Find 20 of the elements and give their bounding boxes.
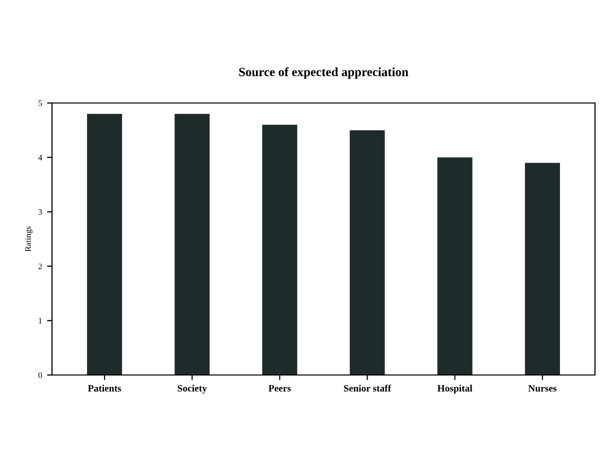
x-tick-label: Nurses — [528, 385, 557, 392]
chart-title: Source of expected appreciation — [239, 67, 408, 79]
bar — [262, 124, 298, 375]
bar — [174, 114, 210, 375]
y-tick-label: 3 — [38, 209, 42, 215]
x-tick-label: Patients — [88, 384, 122, 392]
y-tick-label: 5 — [38, 100, 42, 106]
x-tick-label: Hospital — [437, 384, 472, 394]
y-tick-label: 0 — [38, 372, 42, 378]
x-tick-label: Senior staff — [344, 384, 392, 392]
x-tick-label: Peers — [268, 385, 291, 392]
y-tick-label: 2 — [38, 264, 42, 270]
y-axis-title: Ratings — [25, 226, 33, 252]
bar — [524, 162, 560, 375]
y-tick-label: 1 — [38, 318, 42, 324]
y-tick-label: 4 — [38, 154, 42, 160]
bar — [437, 157, 472, 375]
x-tick-label: Society — [178, 384, 207, 394]
bar — [350, 130, 385, 375]
bar — [87, 114, 122, 375]
